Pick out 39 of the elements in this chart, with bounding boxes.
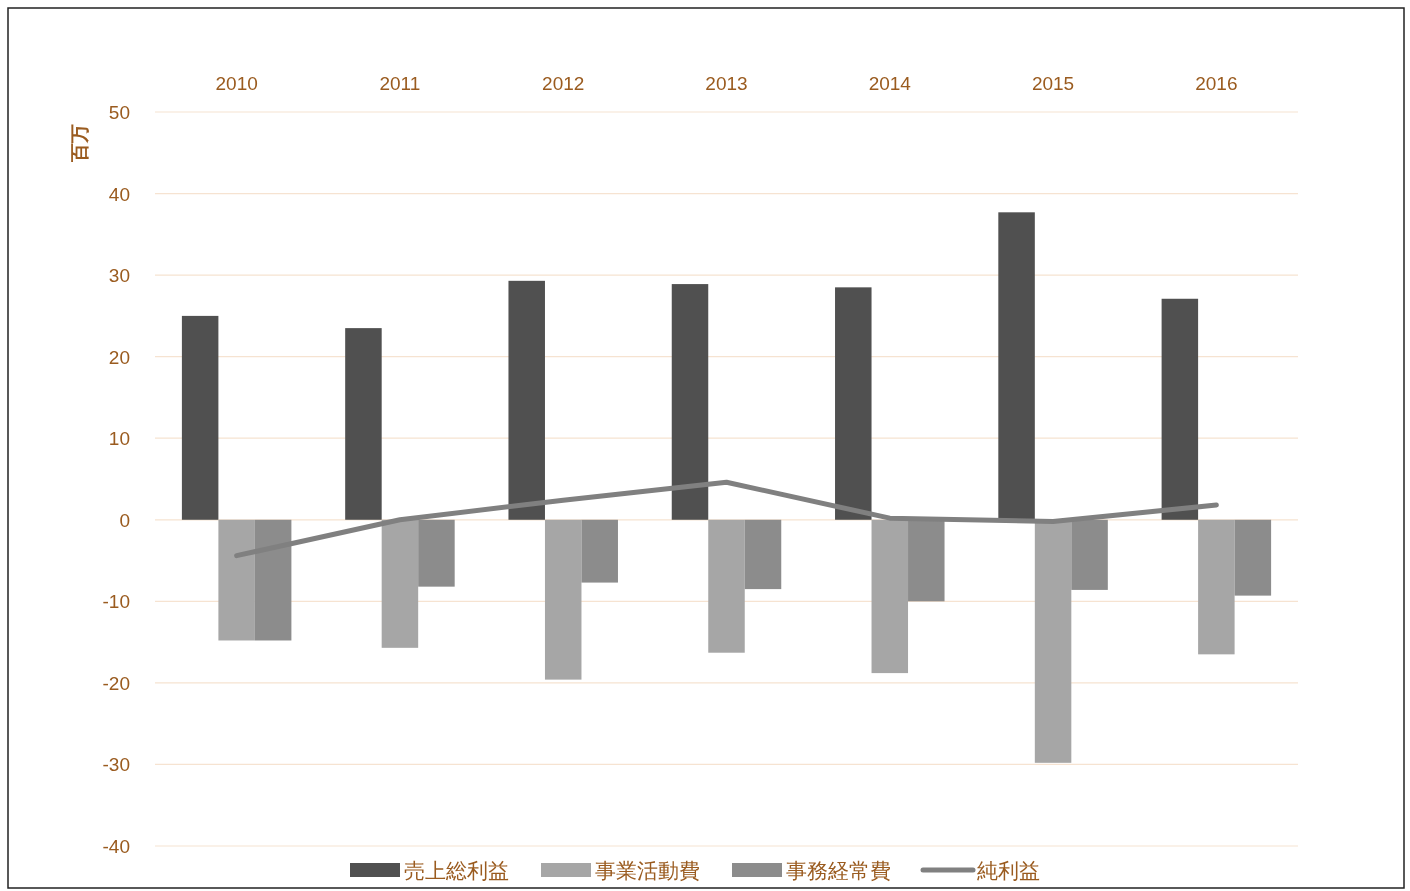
legend-label: 売上総利益 bbox=[404, 859, 509, 882]
y-tick-label: 30 bbox=[108, 265, 130, 287]
y-tick-label: 20 bbox=[108, 346, 130, 368]
bar bbox=[871, 519, 909, 674]
x-tick-label: 2013 bbox=[705, 73, 748, 94]
legend-label: 純利益 bbox=[977, 859, 1040, 882]
bar bbox=[998, 212, 1035, 520]
y-tick-label: -20 bbox=[102, 672, 130, 694]
bar bbox=[1034, 519, 1072, 763]
x-tick-label: 2015 bbox=[1031, 73, 1075, 94]
bar bbox=[671, 284, 709, 520]
y-tick-label: 50 bbox=[108, 102, 130, 123]
legend-label: 事務経常費 bbox=[786, 859, 891, 882]
bar bbox=[744, 519, 782, 590]
bar bbox=[1161, 298, 1199, 520]
bar bbox=[835, 287, 872, 520]
bar bbox=[1234, 519, 1272, 596]
legend-label: 事業活動費 bbox=[595, 859, 700, 882]
x-tick-label: 2011 bbox=[379, 73, 421, 94]
bar bbox=[181, 315, 219, 520]
x-tick-label: 2012 bbox=[542, 73, 585, 94]
x-tick-label: 2010 bbox=[215, 73, 258, 94]
y-tick-label: 10 bbox=[108, 428, 130, 450]
bar bbox=[508, 280, 545, 520]
y-tick-label: -40 bbox=[102, 836, 130, 857]
bar bbox=[581, 519, 618, 583]
bar bbox=[544, 519, 582, 680]
y-axis-title: 百万 bbox=[69, 124, 90, 163]
bar bbox=[218, 519, 255, 641]
x-tick-label: 2016 bbox=[1195, 73, 1238, 94]
bar bbox=[1198, 519, 1235, 655]
y-tick-label: -10 bbox=[102, 591, 130, 613]
y-tick-label: 40 bbox=[108, 183, 130, 205]
y-tick-label: 0 bbox=[119, 509, 130, 531]
bar bbox=[708, 519, 745, 653]
bar bbox=[345, 328, 382, 520]
x-tick-label: 2014 bbox=[868, 73, 912, 94]
bar bbox=[381, 519, 419, 648]
y-tick-label: -30 bbox=[102, 754, 130, 776]
